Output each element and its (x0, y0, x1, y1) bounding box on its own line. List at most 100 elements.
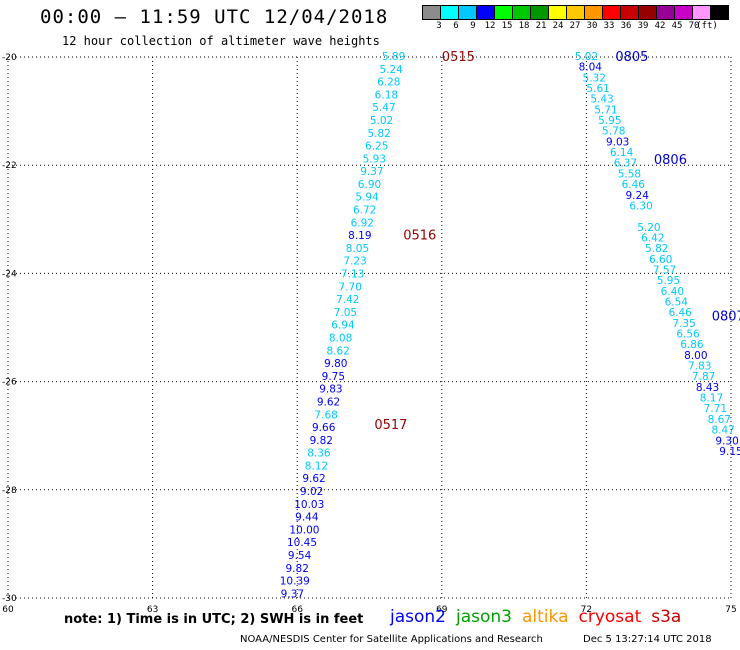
wave-height-label: 5.32 (583, 72, 606, 84)
wave-height-label: 9.44 (295, 512, 319, 524)
wave-height-label: 5.02 (370, 115, 393, 127)
wave-height-label: 8.36 (307, 448, 331, 460)
wave-height-label: 5.20 (637, 222, 660, 234)
wave-height-label: 7.05 (334, 307, 357, 319)
wave-height-label: 6.40 (661, 286, 684, 298)
color-swatch (458, 5, 476, 20)
wave-height-label: 8.43 (696, 382, 719, 394)
y-tick-label: -20 (2, 53, 17, 63)
wave-height-label: 7.83 (688, 361, 711, 373)
satellite-label-s3a: s3a (651, 607, 682, 627)
color-legend-label: 45 (671, 21, 683, 31)
pass-time-label: 0517 (374, 418, 407, 433)
wave-height-label: 8.67 (708, 414, 731, 426)
wave-height-label: 6.54 (665, 296, 689, 308)
wave-height-label: 9.80 (324, 358, 347, 370)
wave-height-label: 7.71 (704, 403, 727, 415)
wave-height-label: 8.47 (711, 425, 734, 437)
wave-height-label: 9.62 (317, 396, 340, 408)
color-swatch (476, 5, 494, 20)
pass-time-label: 0515 (442, 50, 475, 65)
wave-height-label: 7.68 (314, 409, 337, 421)
color-legend-label: 42 (654, 21, 666, 31)
color-legend-label: 12 (484, 21, 496, 31)
wave-height-label: 6.72 (353, 205, 376, 217)
wave-height-label: 8.04 (579, 62, 603, 74)
wave-height-label: 5.93 (363, 153, 386, 165)
wave-height-label: 9.37 (281, 588, 304, 600)
wave-height-label: 7.42 (336, 294, 359, 306)
wave-height-label: 9.75 (322, 371, 345, 383)
color-swatch (548, 5, 566, 20)
wave-height-label: 6.92 (351, 217, 374, 229)
satellite-label-jason3: jason3 (456, 607, 512, 627)
wave-height-label: 6.86 (680, 339, 704, 351)
wave-height-label: 6.46 (622, 179, 646, 191)
wave-height-label: 5.82 (367, 128, 390, 140)
satellite-label-cryosat: cryosat (578, 607, 642, 627)
wave-height-label: 6.94 (331, 320, 355, 332)
wave-height-label: 8.05 (346, 243, 369, 255)
wave-height-label: 10.00 (289, 524, 319, 536)
pass-time-label: 0805 (615, 50, 648, 65)
wave-height-label: 8.62 (326, 345, 349, 357)
color-legend-label: 27 (569, 21, 581, 31)
wave-height-label: 5.82 (645, 243, 668, 255)
wave-height-label: 6.37 (614, 158, 637, 170)
wave-height-label: 7.70 (339, 281, 362, 293)
wave-height-label: 9.15 (719, 446, 740, 458)
color-legend-label: 18 (518, 21, 530, 31)
wave-height-label: 6.28 (377, 77, 400, 89)
x-tick-label: 66 (291, 605, 303, 615)
wave-height-label: 9.24 (626, 190, 650, 202)
color-swatch (422, 5, 440, 20)
color-swatch (638, 5, 656, 20)
credit-line: NOAA/NESDIS Center for Satellite Applica… (240, 634, 712, 645)
color-legend-label: 30 (586, 21, 598, 31)
wave-height-label: 8.00 (684, 350, 707, 362)
color-legend (422, 5, 729, 20)
color-swatch (602, 5, 620, 20)
wave-height-label: 6.25 (365, 141, 388, 153)
wave-height-label: 5.95 (598, 115, 621, 127)
color-legend-label: 6 (453, 21, 459, 31)
wave-height-label: 9.66 (312, 422, 336, 434)
wave-height-label: 9.83 (319, 384, 342, 396)
satellite-label-altika: altika (522, 607, 569, 627)
color-swatch (440, 5, 458, 20)
footer-note: note: 1) Time is in UTC; 2) SWH is in fe… (64, 612, 364, 627)
wave-height-label: 8.19 (348, 230, 371, 242)
wave-height-label: 6.30 (629, 200, 652, 212)
color-swatch (530, 5, 548, 20)
color-legend-label: 3 (436, 21, 442, 31)
generated-timestamp: Dec 5 13:27:14 UTC 2018 (583, 634, 712, 645)
wave-height-label: 5.94 (355, 192, 379, 204)
page-subtitle: 12 hour collection of altimeter wave hei… (62, 34, 380, 48)
wave-height-label: 5.61 (586, 83, 609, 95)
x-tick-label: 69 (436, 605, 448, 615)
wave-height-label: 6.42 (641, 232, 664, 244)
pass-time-label: 0516 (403, 229, 436, 244)
wave-height-label: 9.82 (286, 563, 309, 575)
wave-height-label: 7.57 (653, 264, 676, 276)
wave-height-label: 10.03 (294, 499, 324, 511)
color-legend-label: 24 (552, 21, 564, 31)
wave-height-label: 7.87 (692, 371, 715, 383)
wave-height-label: 5.71 (594, 104, 617, 116)
color-legend-label: 39 (637, 21, 649, 31)
color-legend-labels: 3 6 9 12 15 18 21 24 27 30 33 36 39 42 45 70 (ft) (422, 21, 740, 33)
satellite-legend: jason2 jason3 altika cryosat s3a (390, 607, 691, 627)
color-legend-label: 9 (470, 21, 476, 31)
color-legend-label: 15 (501, 21, 513, 31)
wave-height-label: 5.78 (602, 126, 625, 138)
wave-height-label: 5.58 (618, 168, 641, 180)
color-legend-label: 21 (535, 21, 547, 31)
wave-height-label: 7.13 (341, 269, 364, 281)
wave-height-label: 5.89 (382, 51, 405, 63)
wave-height-label: 9.37 (360, 166, 383, 178)
wave-height-label: 8.08 (329, 332, 352, 344)
y-tick-label: -26 (2, 378, 17, 388)
color-swatch (494, 5, 512, 20)
color-legend-label: 33 (603, 21, 615, 31)
